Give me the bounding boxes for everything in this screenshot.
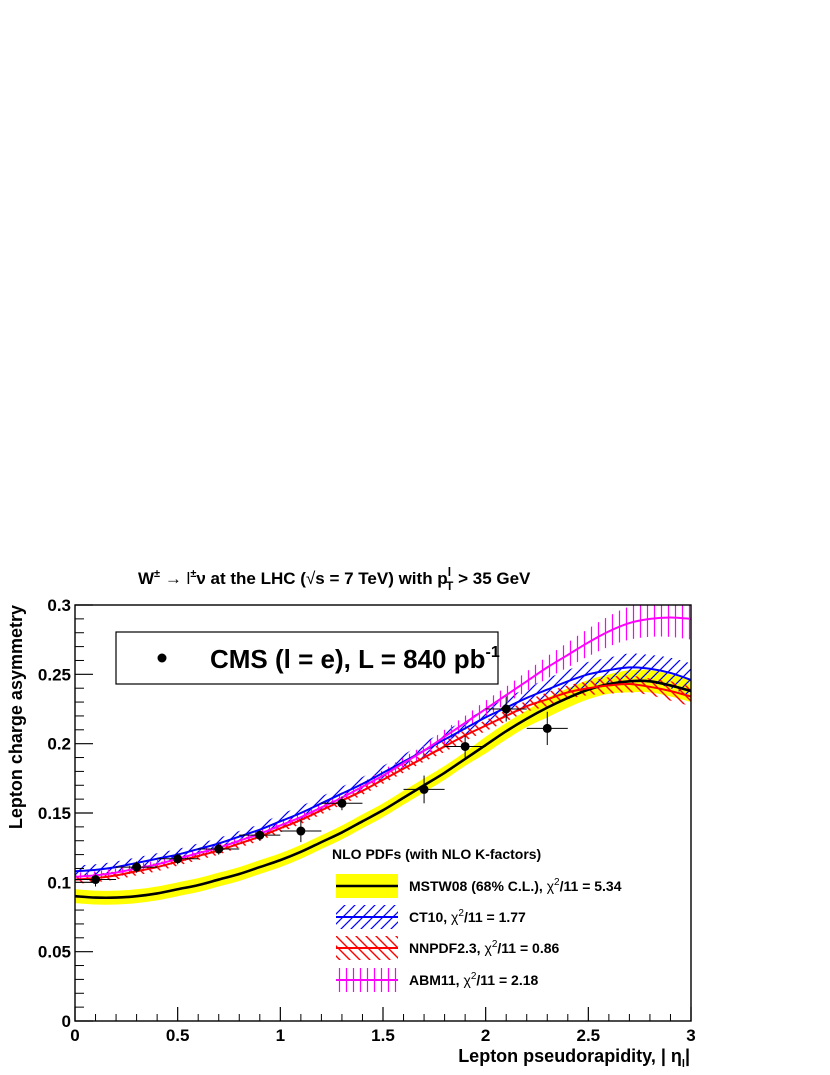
y-tick-label: 0.3 (47, 596, 71, 615)
y-tick-label: 0.1 (47, 873, 71, 892)
legend-label: NNPDF2.3, χ2/11 = 0.86 (409, 939, 559, 956)
x-tick-label: 1 (276, 1026, 285, 1045)
data-marker-sample (157, 653, 167, 663)
legend-entry-nnpdf23: NNPDF2.3, χ2/11 = 0.86 (336, 936, 559, 960)
y-axis-label: Lepton charge asymmetry (6, 605, 26, 829)
data-point (198, 843, 240, 855)
data-point (321, 796, 363, 811)
x-axis: 0 0.5 1 1.5 2 2.5 3 (70, 1007, 696, 1045)
data-point (485, 696, 527, 722)
data-point (75, 872, 117, 887)
x-tick-label: 3 (686, 1026, 695, 1045)
x-tick-label: 2 (481, 1026, 490, 1045)
legend-header: NLO PDFs (with NLO K-factors) (332, 846, 541, 862)
y-tick-label: 0 (62, 1012, 71, 1031)
data-point (239, 829, 281, 841)
y-axis: 0 0.05 0.1 0.15 0.2 0.25 0.3 (38, 596, 93, 1031)
mstw08-band (75, 669, 691, 905)
legend-label: ABM11, χ2/11 = 2.18 (409, 971, 538, 988)
y-tick-label: 0.05 (38, 943, 71, 962)
legend-label: MSTW08 (68% C.L.), χ2/11 = 5.34 (409, 877, 622, 894)
data-point (116, 861, 158, 873)
legend-entry-abm11: ABM11, χ2/11 = 2.18 (336, 968, 538, 992)
y-tick-label: 0.15 (38, 804, 71, 823)
data-point (280, 819, 322, 843)
data-point (526, 711, 568, 746)
data-point (403, 775, 445, 804)
legend-label: CT10, χ2/11 = 1.77 (409, 908, 526, 925)
legend: NLO PDFs (with NLO K-factors) MSTW08 (68… (332, 846, 622, 992)
x-axis-label: Lepton pseudorapidity, | ηl| (458, 1046, 690, 1070)
legend-entry-ct10: CT10, χ2/11 = 1.77 (336, 905, 526, 929)
data-point (157, 853, 199, 865)
chart-title: W± → l±ν at the LHC (√s = 7 TeV) with pl… (138, 565, 531, 593)
x-tick-label: 2.5 (577, 1026, 601, 1045)
x-tick-label: 1.5 (371, 1026, 395, 1045)
y-tick-label: 0.2 (47, 735, 71, 754)
data-label-text: CMS (l = e), L = 840 pb-1 (210, 644, 500, 674)
x-tick-label: 0.5 (166, 1026, 190, 1045)
data-label-box: CMS (l = e), L = 840 pb-1 (115, 631, 500, 685)
x-tick-label: 0 (70, 1026, 79, 1045)
data-point (444, 735, 486, 758)
legend-entry-mstw08: MSTW08 (68% C.L.), χ2/11 = 5.34 (336, 874, 622, 898)
y-tick-label: 0.25 (38, 665, 71, 684)
mstw08-curve (75, 679, 691, 900)
